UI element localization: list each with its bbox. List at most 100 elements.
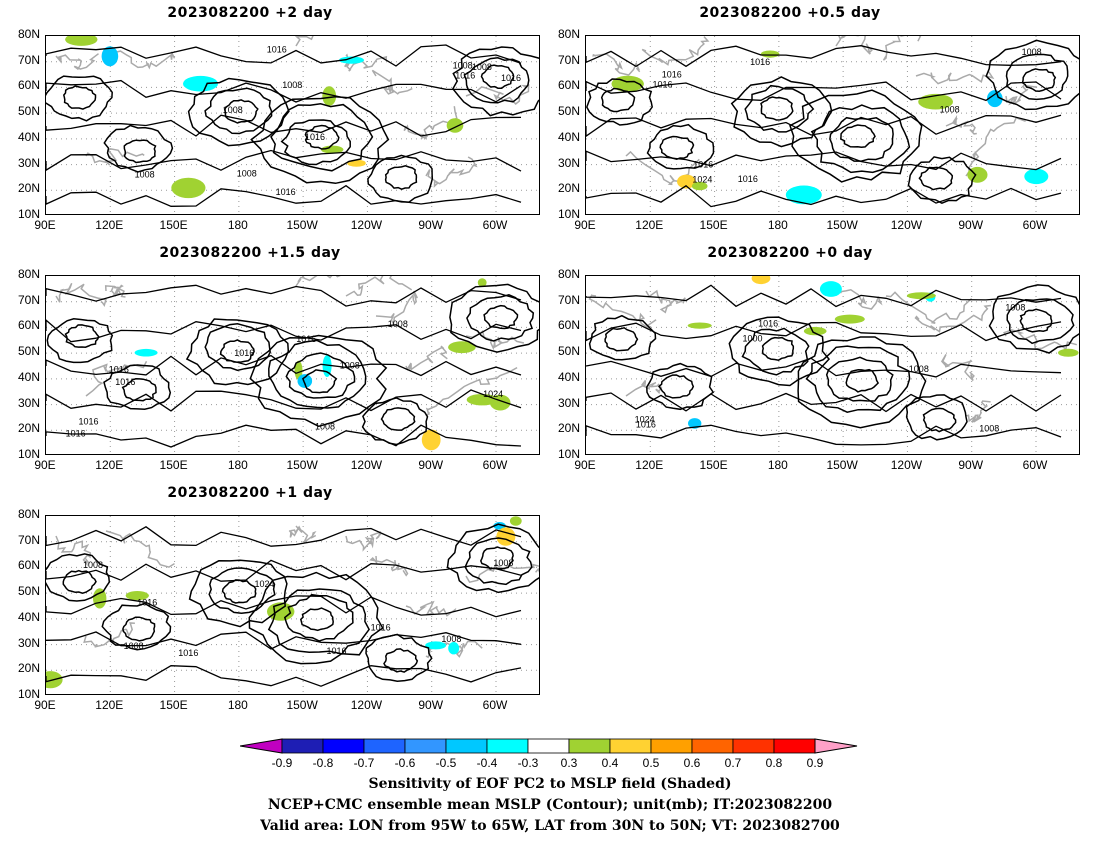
sensitivity-shade [785, 185, 822, 205]
sensitivity-shade [687, 322, 712, 329]
lon-label: 150E [699, 458, 728, 472]
mslp-contour [810, 104, 911, 174]
map-frame: 1016 1008 1016 1016 1024 1016 1008 1016 [585, 35, 1080, 215]
lon-label: 150W [826, 458, 858, 472]
mslp-contour [64, 324, 100, 348]
lon-label: 150E [159, 698, 188, 712]
sensitivity-shade [322, 86, 337, 106]
mslp-contour [46, 149, 522, 172]
sensitivity-shade [101, 46, 119, 67]
coastline [55, 53, 99, 71]
contour-label: 1016 [234, 348, 254, 358]
coastline [55, 282, 107, 308]
mslp-contour [185, 318, 290, 386]
sensitivity-shade [125, 591, 149, 601]
mslp-contour [586, 45, 1062, 68]
lon-label: 150W [286, 458, 318, 472]
colorbar-swatch [486, 738, 529, 754]
colorbar-swatch [404, 738, 447, 754]
mslp-contour [657, 374, 695, 399]
sensitivity-shade [425, 641, 447, 650]
coastline [835, 36, 873, 55]
panel-plus-0-day: 2023082200 +0 day 80N 70N 60N 50N 40N 30N 20N 10… [540, 245, 1090, 485]
mslp-contour [46, 559, 522, 582]
mslp-contour [46, 284, 522, 307]
coastline [105, 50, 176, 70]
lon-label: 120E [635, 218, 664, 232]
lon-label: 120E [95, 218, 124, 232]
contour-label: 1024 [635, 415, 655, 425]
lon-label: 90E [34, 458, 56, 472]
mslp-contour [249, 334, 388, 428]
contour-label: 1016 [501, 73, 521, 83]
mslp-contour [380, 407, 416, 431]
coastline [425, 156, 478, 188]
mslp-contour [985, 39, 1079, 111]
lon-label: 90E [34, 218, 56, 232]
lat-label: 20N [557, 181, 580, 196]
lat-label: 80N [17, 27, 40, 41]
sensitivity-shade [906, 292, 936, 300]
lon-label: 120W [890, 218, 923, 232]
contour-label: 1016 [296, 334, 316, 344]
coastline [288, 525, 317, 544]
panel-plus-0.5-day: 2023082200 +0.5 day 80N 70N 60N 50N 40N 30N 20N… [540, 5, 1090, 245]
lon-label: 150W [286, 698, 318, 712]
map-canvas: 1016101610081008101610161008101610081008… [46, 36, 539, 214]
contour-label: 1016 [178, 648, 198, 658]
mslp-contour [121, 378, 157, 402]
mslp-contour [301, 369, 338, 394]
lon-label: 120W [350, 458, 383, 472]
sensitivity-shade [339, 56, 364, 64]
mslp-contour [464, 537, 533, 586]
sensitivity-shade [134, 348, 158, 357]
panel-title: 2023082200 +1.5 day [159, 245, 341, 261]
sensitivity-shade [691, 181, 708, 191]
mslp-contour [588, 314, 657, 361]
lat-label: 60N [557, 78, 580, 93]
mslp-contour [270, 103, 374, 172]
mslp-contour [480, 64, 515, 89]
mslp-contour [46, 319, 522, 343]
mslp-contour [586, 284, 1062, 308]
mslp-contour [586, 184, 1062, 208]
mslp-contour [280, 119, 351, 166]
lat-label: 60N [557, 318, 580, 333]
mslp-contour [46, 424, 522, 448]
mslp-contour [907, 156, 977, 205]
coastline [885, 291, 973, 324]
colorbar-tick-label: 0.4 [601, 756, 619, 770]
sensitivity-shade [448, 341, 476, 354]
mslp-contour [46, 75, 113, 122]
mslp-contour [730, 76, 833, 148]
lat-label: 40N [17, 369, 40, 384]
caption-line-1: Sensitivity of EOF PC2 to MSLP field (Sh… [368, 776, 732, 792]
mslp-contour [586, 80, 1062, 102]
mslp-contour [46, 79, 522, 103]
mslp-contour [659, 135, 695, 160]
mslp-contour [188, 559, 288, 628]
mslp-contour [905, 394, 968, 441]
coastline [588, 294, 657, 331]
contour-label: 1008 [135, 169, 155, 179]
lat-label: 80N [17, 507, 40, 521]
mslp-contour [728, 316, 830, 387]
lon-label: 180 [227, 218, 248, 232]
contour-label: 1024 [483, 389, 503, 399]
contour-label: 1016 [750, 57, 770, 67]
sensitivity-shade [183, 75, 218, 92]
lon-label: 150E [159, 218, 188, 232]
contour-label: 1008 [83, 560, 103, 570]
colorbar-swatch [773, 738, 816, 754]
contour-label: 1008 [340, 361, 360, 371]
sensitivity-shade [803, 326, 827, 336]
coastline [641, 36, 710, 66]
colorbar-swatch [732, 738, 775, 754]
sensitivity-shade [421, 429, 441, 451]
mslp-contour [383, 648, 419, 673]
panel-plus-1.5-day: 2023082200 +1.5 day 80N 70N 60N 50N 40N 30N 20N… [0, 245, 550, 485]
colorbar-swatch [445, 738, 488, 754]
contour-label: 1008 [472, 62, 492, 72]
sensitivity-shade [294, 360, 303, 380]
colorbar-swatch [650, 738, 693, 754]
